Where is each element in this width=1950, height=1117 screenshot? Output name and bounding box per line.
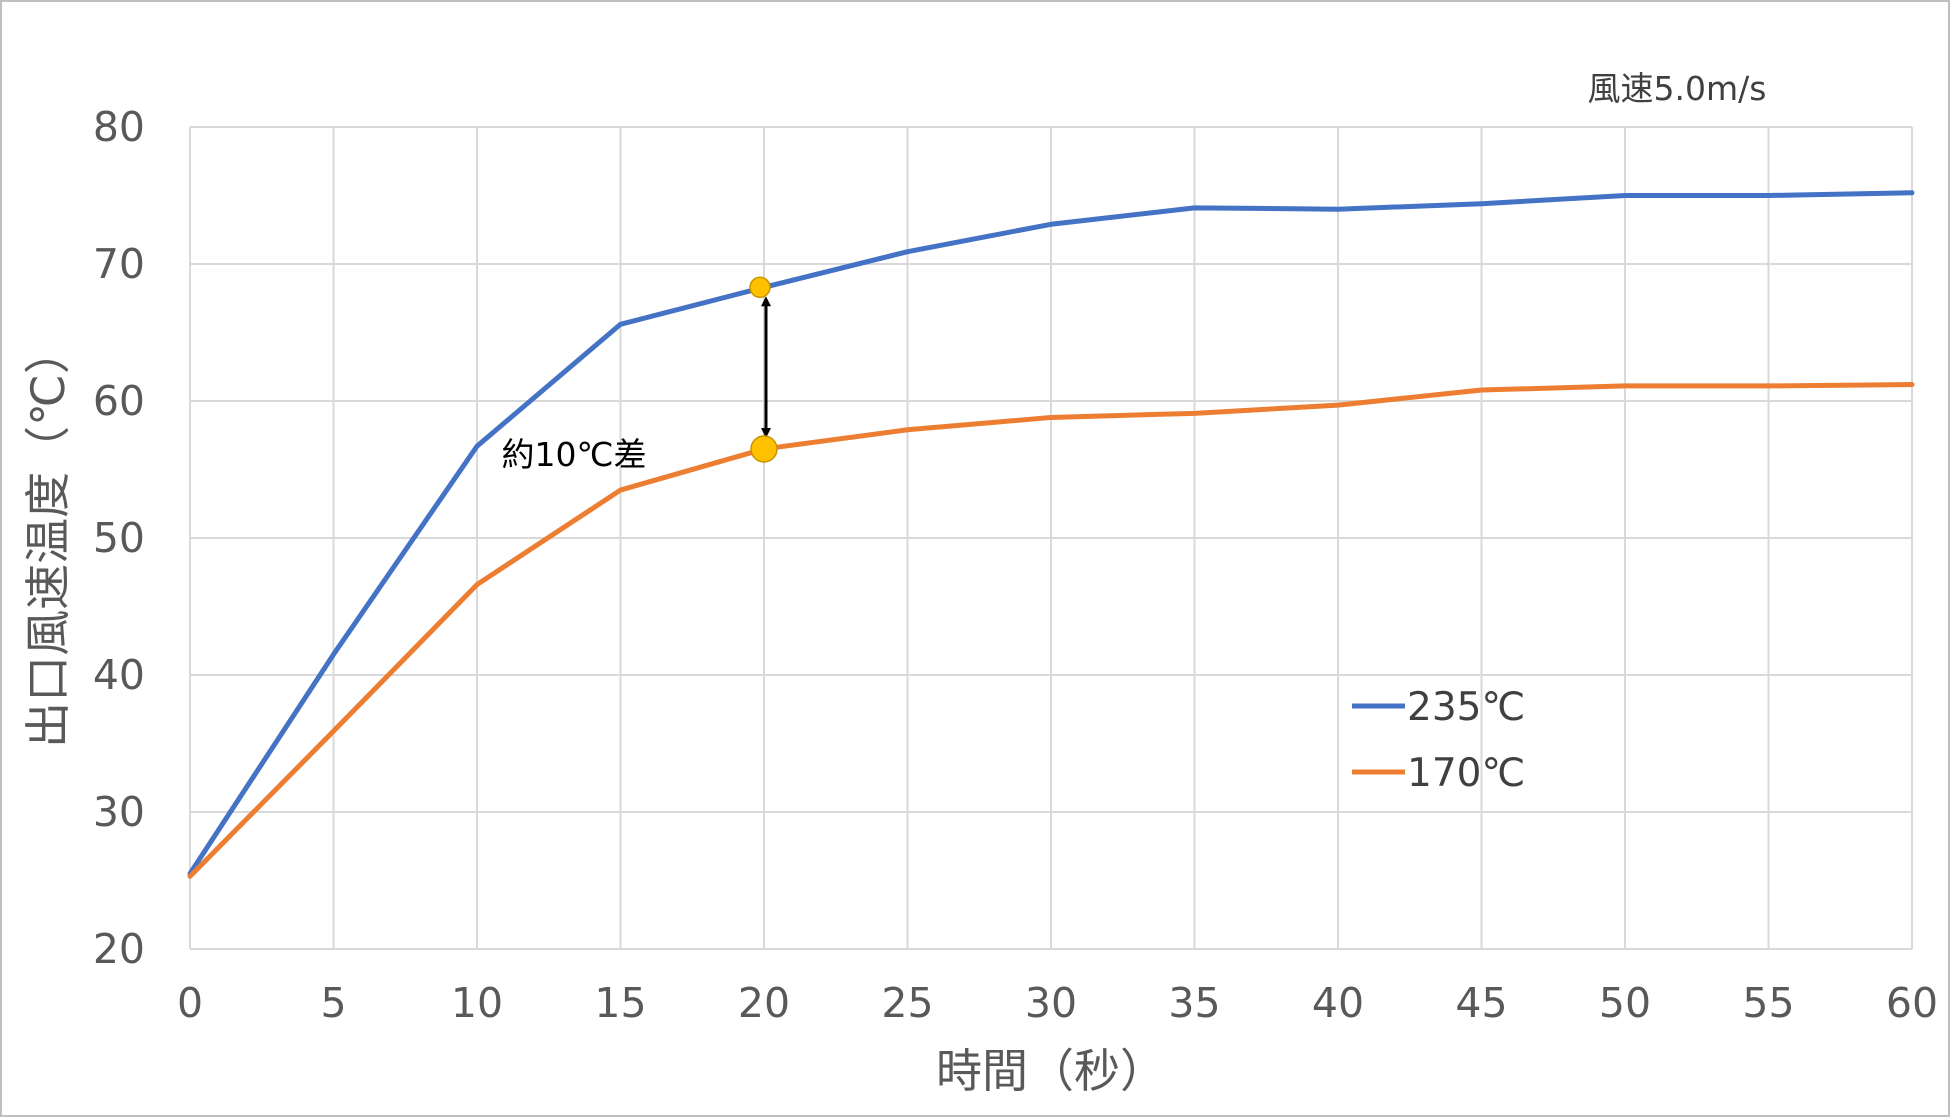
tick-labels: 20 30 40 50 60 70 80 0 5 10 15 20 25 30 35 40 45 50 55 60 bbox=[93, 103, 1938, 1027]
highlight-point-1 bbox=[750, 435, 778, 463]
x-tick-label: 15 bbox=[594, 979, 646, 1027]
x-tick-label: 50 bbox=[1599, 979, 1651, 1027]
x-tick-label: 0 bbox=[177, 979, 203, 1027]
y-tick-label: 60 bbox=[93, 377, 145, 425]
x-tick-label: 60 bbox=[1886, 979, 1938, 1027]
x-tick-label: 10 bbox=[451, 979, 503, 1027]
x-tick-label: 55 bbox=[1742, 979, 1794, 1027]
y-tick-label: 40 bbox=[93, 651, 145, 699]
legend-label-235: 235℃ bbox=[1407, 685, 1525, 730]
y-axis-title: 出口風速温度（℃） bbox=[21, 328, 75, 748]
legend: 235℃ 170℃ bbox=[1352, 685, 1525, 796]
x-tick-label: 30 bbox=[1025, 979, 1077, 1027]
x-tick-label: 45 bbox=[1455, 979, 1507, 1027]
x-tick-label: 35 bbox=[1168, 979, 1220, 1027]
wind-speed-note: 風速5.0m/s bbox=[1588, 69, 1767, 108]
x-tick-label: 5 bbox=[320, 979, 346, 1027]
y-tick-label: 70 bbox=[93, 240, 145, 288]
legend-label-170: 170℃ bbox=[1407, 751, 1525, 796]
series-line-1 bbox=[187, 382, 1915, 879]
annotations bbox=[749, 276, 778, 463]
y-tick-label: 20 bbox=[93, 925, 145, 973]
y-tick-label: 30 bbox=[93, 788, 145, 836]
y-tick-label: 80 bbox=[93, 103, 145, 151]
x-tick-label: 20 bbox=[738, 979, 790, 1027]
x-axis-title: 時間（秒） bbox=[936, 1044, 1166, 1098]
y-tick-label: 50 bbox=[93, 514, 145, 562]
grid bbox=[189, 126, 1913, 950]
x-tick-label: 40 bbox=[1312, 979, 1364, 1027]
x-tick-label: 25 bbox=[881, 979, 933, 1027]
highlight-point-0 bbox=[749, 276, 771, 299]
series-lines bbox=[187, 190, 1915, 879]
series-line-0 bbox=[187, 190, 1915, 877]
difference-label: 約10℃差 bbox=[501, 435, 646, 474]
